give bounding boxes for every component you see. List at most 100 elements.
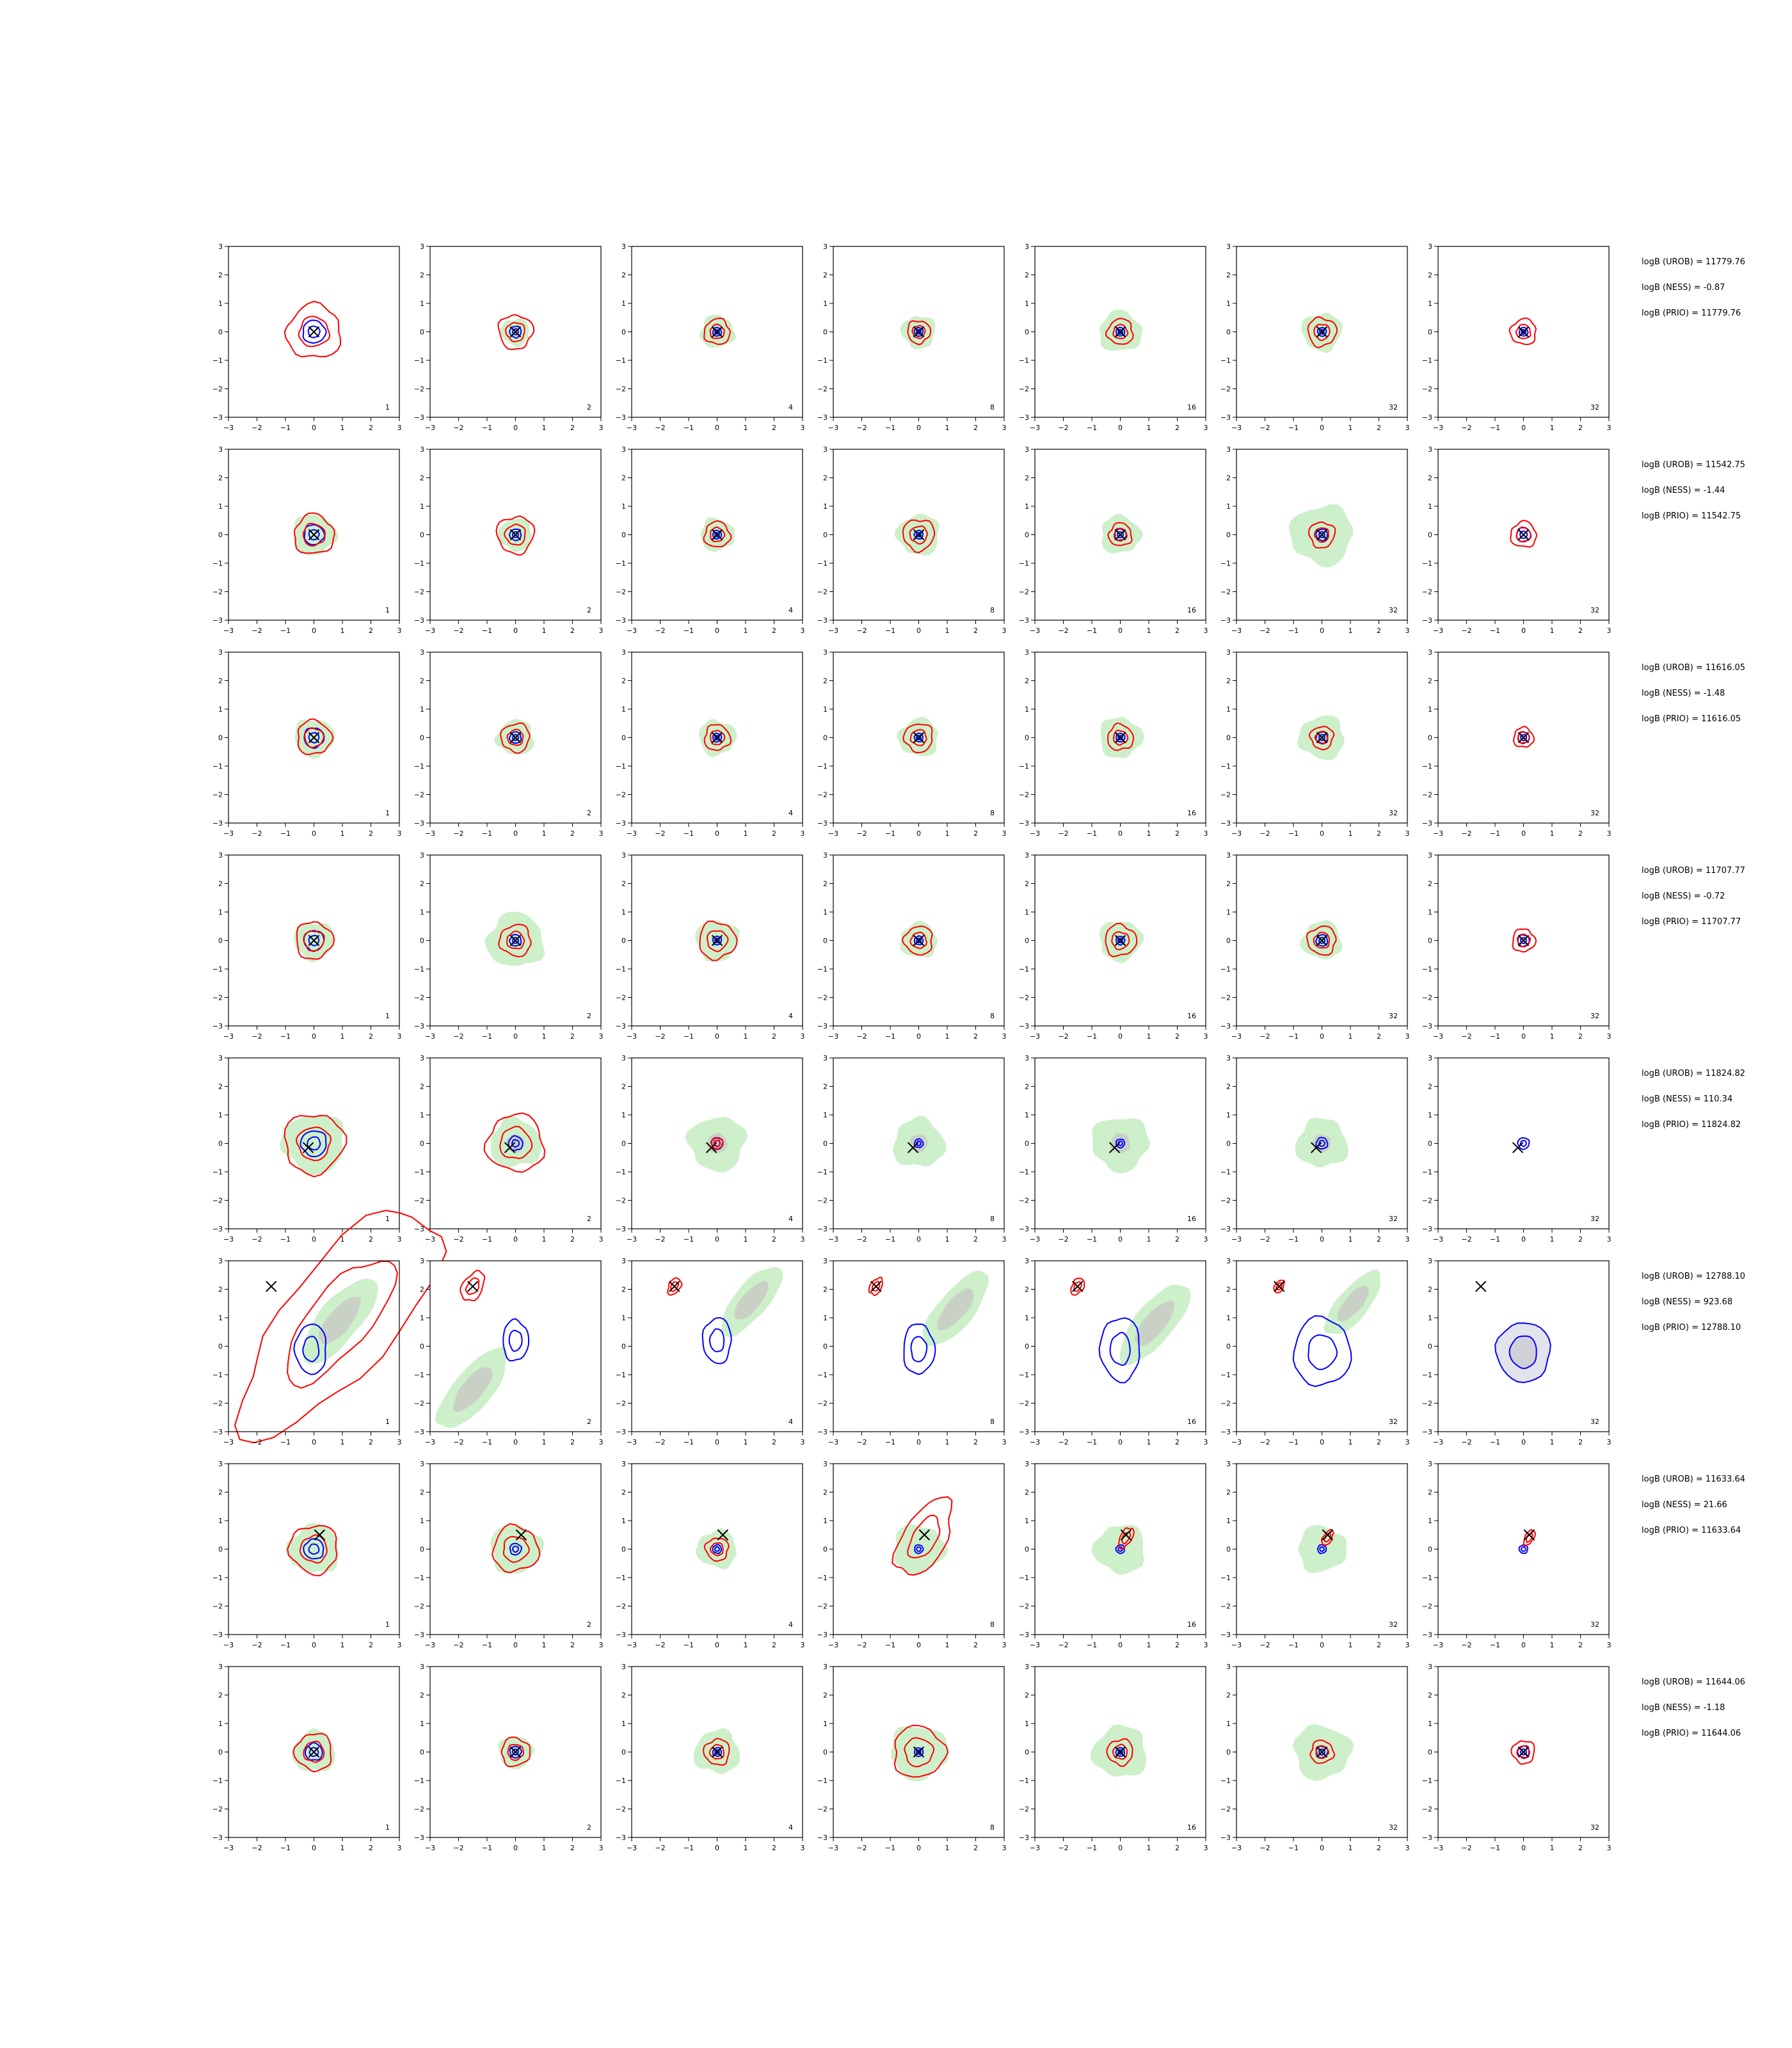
- x-tick-label: −1: [1288, 829, 1299, 838]
- reference-marker: [913, 1746, 925, 1758]
- y-tick-label: −1: [616, 559, 626, 568]
- x-tick-label: 3: [397, 1235, 402, 1244]
- x-tick-label: 2: [1377, 1235, 1381, 1244]
- y-tick-label: −1: [1220, 1168, 1231, 1176]
- y-tick-label: 1: [420, 1111, 424, 1119]
- x-tick-label: 1: [340, 829, 345, 838]
- x-tick-label: 0: [1521, 1844, 1526, 1852]
- x-tick-label: 1: [1147, 627, 1151, 635]
- y-tick-label: −3: [1220, 1022, 1231, 1030]
- panel-row: −33−22−11001−12−23−31−33−22−11001−12−23−…: [212, 851, 1612, 1041]
- y-tick-label: −1: [1422, 559, 1432, 568]
- y-tick-label: 0: [1025, 1546, 1029, 1554]
- y-tick-label: 3: [218, 648, 223, 657]
- y-tick-label: 1: [218, 502, 223, 511]
- y-tick-label: 0: [621, 734, 626, 742]
- x-tick-label: −2: [1461, 424, 1471, 432]
- panel-count-label: 32: [1389, 606, 1398, 614]
- y-tick-label: −3: [414, 1428, 424, 1436]
- reference-marker: [1517, 326, 1530, 338]
- logb-ness-text: logB (NESS) = 110.34: [1642, 1094, 1732, 1104]
- y-tick-label: 2: [1226, 1083, 1231, 1091]
- y-tick-label: −1: [1422, 1777, 1432, 1785]
- x-tick-label: 3: [599, 829, 604, 838]
- x-tick-label: −3: [828, 1844, 838, 1852]
- x-tick-label: −2: [1461, 1844, 1471, 1852]
- y-tick-label: −3: [414, 413, 424, 422]
- x-tick-label: 1: [1550, 1438, 1555, 1446]
- y-tick-label: 1: [1025, 1314, 1029, 1322]
- target-density: [1106, 1738, 1133, 1767]
- panel: −3 3 −2 2 −1 1 0 0 1 −1 2 −2 3 −3 16: [1019, 243, 1208, 432]
- x-tick-label: 3: [1002, 424, 1007, 432]
- y-tick-label: −3: [1422, 616, 1432, 625]
- y-tick-label: 2: [1025, 880, 1029, 888]
- y-tick-label: 3: [621, 445, 626, 454]
- y-tick-label: 2: [420, 1489, 424, 1497]
- x-tick-label: 1: [1550, 627, 1555, 635]
- target-contour-inner: [1113, 730, 1129, 746]
- x-tick-label: 2: [1175, 627, 1180, 635]
- x-tick-label: −3: [223, 1235, 234, 1244]
- x-tick-label: 1: [1348, 1235, 1353, 1244]
- y-tick-label: 3: [420, 1460, 424, 1468]
- x-tick-label: −3: [1030, 1032, 1040, 1041]
- approx-contour-inner: [302, 1335, 320, 1363]
- panel: −3 3 −2 2 −1 1 0 0 1 −1 2 −2 3 −3 16: [1019, 851, 1208, 1041]
- y-tick-label: 0: [420, 328, 424, 337]
- reference-marker: [918, 1529, 931, 1540]
- x-tick-label: −1: [482, 424, 492, 432]
- x-tick-label: 0: [1118, 424, 1123, 432]
- x-tick-label: 2: [1377, 627, 1381, 635]
- target-density: [1512, 726, 1535, 748]
- prior-contour-inner: [734, 1281, 769, 1320]
- target-contour-inner: [505, 322, 525, 342]
- x-tick-label: 3: [801, 424, 805, 432]
- panel-count-label: 2: [587, 606, 591, 614]
- x-tick-label: −2: [1058, 1032, 1068, 1041]
- target-contour-outer: [1107, 522, 1133, 547]
- x-tick-label: 3: [1204, 1844, 1208, 1852]
- logb-urob-text: logB (UROB) = 11824.82: [1642, 1069, 1745, 1078]
- y-tick-label: −1: [1019, 356, 1029, 365]
- prior-contour-inner: [1134, 1300, 1174, 1347]
- approx-contour-inner: [511, 1546, 519, 1553]
- panel: −3 3 −2 2 −1 1 0 0 1 −1 2 −2 3 −3 1: [212, 648, 402, 838]
- y-tick-label: −1: [1019, 1168, 1029, 1176]
- y-tick-label: 2: [1226, 1286, 1231, 1294]
- y-tick-label: 0: [1025, 531, 1029, 540]
- panel-count-label: 4: [788, 1012, 793, 1020]
- y-tick-label: −3: [1220, 616, 1231, 625]
- x-tick-label: 1: [1348, 1641, 1353, 1649]
- x-tick-label: −1: [1288, 424, 1299, 432]
- target-contour-inner: [465, 1277, 480, 1295]
- y-tick-label: −3: [817, 1428, 828, 1436]
- approx-contour-outer: [293, 1324, 327, 1375]
- panel-count-label: 8: [990, 809, 995, 817]
- y-tick-label: −1: [616, 762, 626, 771]
- reference-marker: [1316, 529, 1328, 541]
- x-tick-label: 2: [973, 1844, 978, 1852]
- approx-contour-inner: [511, 1139, 520, 1148]
- y-tick-label: −2: [1220, 1603, 1231, 1611]
- y-tick-label: −2: [414, 1603, 424, 1611]
- approx-contour-outer: [913, 732, 924, 742]
- x-tick-label: −3: [425, 1235, 435, 1244]
- target-density: [1107, 722, 1135, 751]
- y-tick-label: 1: [1428, 908, 1432, 916]
- y-tick-label: 0: [218, 1546, 223, 1554]
- x-tick-label: −1: [1087, 1235, 1097, 1244]
- x-tick-label: 3: [1204, 1235, 1208, 1244]
- approx-contour-inner: [1117, 1546, 1123, 1552]
- reference-marker: [509, 1746, 522, 1758]
- logb-prio-text: logB (PRIO) = 11633.64: [1642, 1526, 1741, 1535]
- y-tick-label: 3: [621, 1054, 626, 1062]
- y-tick-label: −1: [1220, 965, 1231, 973]
- x-tick-label: 2: [1377, 829, 1381, 838]
- y-tick-label: 1: [823, 1111, 828, 1119]
- panel: −3 3 −2 2 −1 1 0 0 1 −1 2 −2 3 −3 2: [414, 1460, 604, 1649]
- y-tick-label: 3: [1025, 445, 1029, 454]
- panel: −3 3 −2 2 −1 1 0 0 1 −1 2 −2 3 −3 32: [1422, 243, 1612, 432]
- x-tick-label: 1: [1550, 1641, 1555, 1649]
- y-tick-label: 2: [823, 1692, 828, 1700]
